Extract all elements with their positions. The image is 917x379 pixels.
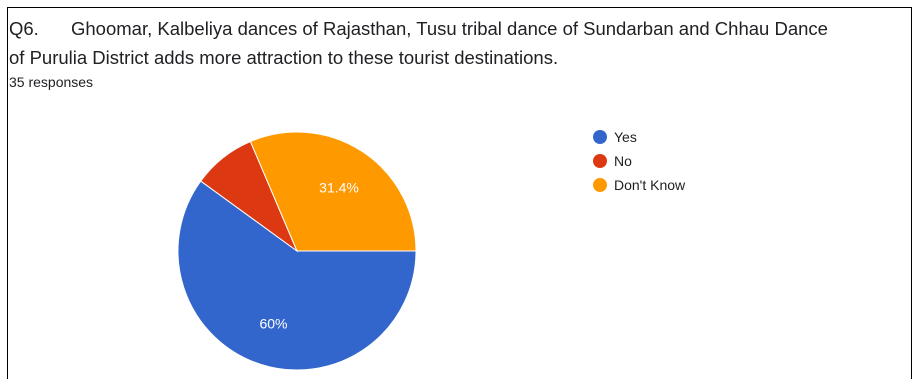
pie-label-don-t-know: 31.4% (319, 179, 359, 195)
legend-label-yes: Yes (614, 129, 637, 145)
pie-label-yes: 60% (259, 315, 287, 331)
question-line-1: Q6. Ghoomar, Kalbeliya dances of Rajastha… (9, 14, 909, 43)
legend-label-don-t-know: Don't Know (614, 177, 686, 193)
question-line-1-text: Ghoomar, Kalbeliya dances of Rajasthan, … (71, 18, 828, 39)
pie-slices (177, 131, 417, 371)
pie-labels: 60% 31.4% (259, 179, 358, 331)
legend-swatch-yes (593, 130, 607, 144)
legend-swatch-no (593, 154, 607, 168)
legend-label-no: No (614, 153, 632, 169)
legend-swatch-don-t-know (593, 178, 607, 192)
pie-slice-yes (177, 180, 417, 371)
card-frame (7, 7, 912, 379)
pie-chart: 60% 31.4% Yes No Don't Know (177, 129, 686, 371)
chart-legend: Yes No Don't Know (593, 129, 686, 193)
response-count: 35 responses (9, 74, 94, 90)
question-line-2: of Purulia District adds more attraction… (9, 47, 559, 68)
question-number: Q6. (9, 18, 39, 39)
question-text: Q6. Ghoomar, Kalbeliya dances of Rajastha… (9, 14, 909, 72)
pie-slice-don-t-know (249, 131, 417, 252)
